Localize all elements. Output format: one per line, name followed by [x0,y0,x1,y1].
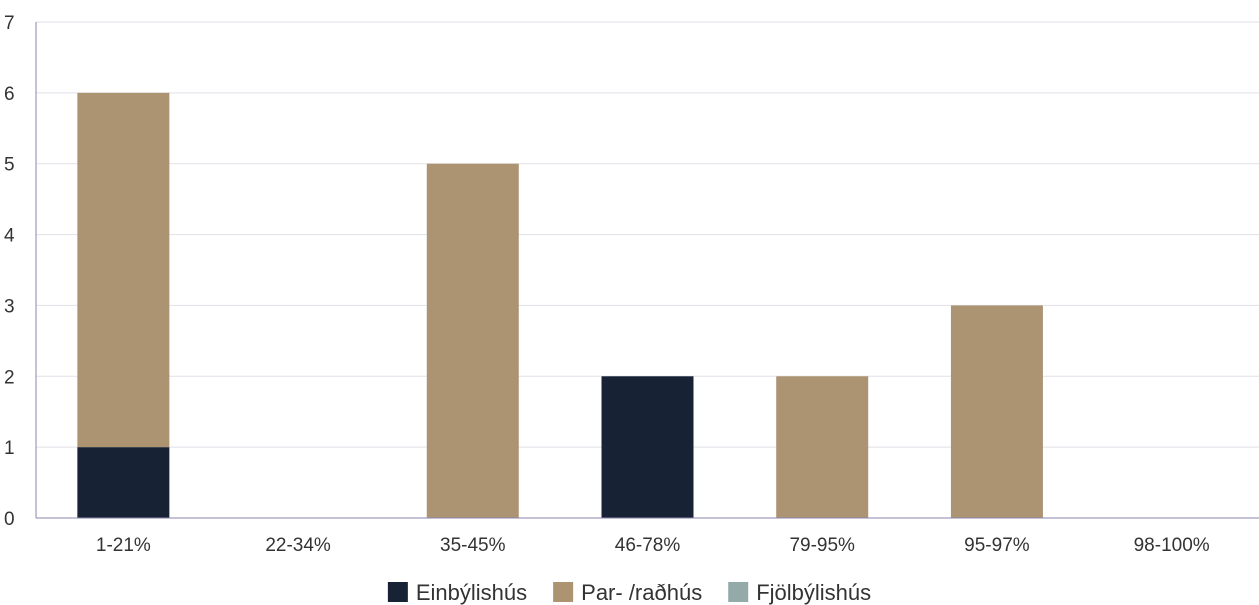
axes [35,22,1259,519]
bar-79-95--series-1 [776,376,869,518]
bar-95-97--series-1 [950,305,1043,518]
bar-46-78--series-0 [601,376,694,518]
legend-label: Par- /raðhús [581,580,702,605]
x-tick-label: 22-34% [265,535,331,556]
bars [77,92,1043,518]
y-tick-label: 5 [4,155,15,176]
y-tick-label: 0 [4,509,15,530]
legend-label: Fjölbýlishús [756,580,871,605]
x-tick-label: 98-100% [1134,535,1210,556]
x-tick-labels: 1-21% 22-34% 35-45% 46-78% 79-95% 95-97% 98-10… [96,535,1210,556]
y-tick-label: 7 [4,13,15,34]
legend-item: Einbýlishús [387,580,527,605]
bar-1-21--series-0 [77,447,170,518]
y-tick-label: 3 [4,296,15,317]
bar-1-21--series-1 [77,92,170,448]
legend-swatch [387,582,408,602]
legend-item: Fjölbýlishús [728,580,871,605]
x-tick-label: 35-45% [440,535,506,556]
y-tick-label: 4 [4,226,15,247]
legend-item: Par- /raðhús [553,580,702,605]
legend-label: Einbýlishús [416,580,527,605]
y-tick-label: 6 [4,84,15,105]
x-tick-label: 1-21% [96,535,151,556]
grid-lines [36,21,1259,448]
x-tick-label: 95-97% [964,535,1030,556]
x-tick-label: 46-78% [615,535,681,556]
bar-35-45--series-1 [426,163,519,518]
x-tick-label: 79-95% [789,535,855,556]
y-tick-label: 1 [4,438,15,459]
y-tick-label: 2 [4,367,15,388]
y-tick-labels: 0 1 2 3 4 5 6 7 [4,13,15,530]
legend-swatch [553,582,574,602]
legend-swatch [728,582,749,602]
legend: Einbýlishús Par- /raðhús Fjölbýlishús [387,580,871,605]
